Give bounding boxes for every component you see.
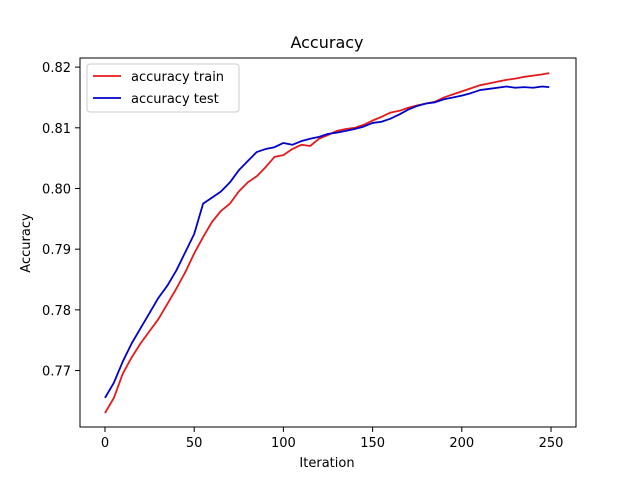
y-tick-label: 0.80: [42, 182, 71, 197]
y-tick-label: 0.78: [42, 304, 71, 319]
series-line-accuracy-train: [104, 72, 550, 414]
y-axis-title: Accuracy: [19, 213, 34, 273]
chart-title: Accuracy: [290, 33, 363, 52]
x-tick-label: 250: [539, 436, 564, 451]
x-axis-title: Iteration: [299, 456, 354, 471]
x-tick-label: 50: [186, 436, 203, 451]
x-tick-label: 200: [449, 436, 474, 451]
legend: accuracy train accuracy test: [86, 63, 240, 113]
legend-box: [86, 63, 240, 113]
legend-label: accuracy train: [131, 70, 224, 85]
x-tick-label: 100: [271, 436, 296, 451]
plot-area: 0 50 100 150 200 250 0.77 0.78 0.79 0.80 0.81 0.82: [42, 57, 577, 451]
y-tick-label: 0.81: [42, 122, 71, 137]
legend-label: accuracy test: [131, 92, 219, 107]
x-tick-label: 150: [360, 436, 385, 451]
y-tick-label: 0.77: [42, 365, 71, 380]
y-tick-label: 0.79: [42, 243, 71, 258]
y-tick-label: 0.82: [42, 61, 71, 76]
series-line-accuracy-test: [104, 85, 550, 399]
x-tick-label: 0: [101, 436, 109, 451]
axes-frame: [79, 57, 577, 428]
